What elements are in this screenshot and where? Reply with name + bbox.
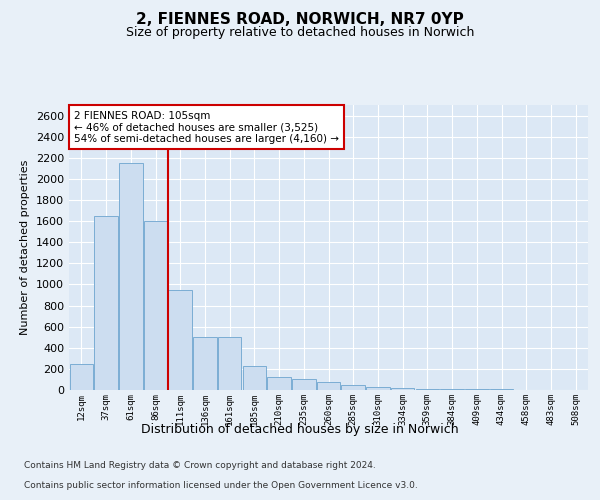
Bar	[119, 163, 143, 390]
Text: Distribution of detached houses by size in Norwich: Distribution of detached houses by size …	[141, 422, 459, 436]
Bar	[218, 337, 241, 390]
Bar	[391, 388, 415, 390]
Bar	[416, 389, 439, 390]
Text: Size of property relative to detached houses in Norwich: Size of property relative to detached ho…	[126, 26, 474, 39]
Text: Contains public sector information licensed under the Open Government Licence v3: Contains public sector information licen…	[24, 481, 418, 490]
Text: 2 FIENNES ROAD: 105sqm
← 46% of detached houses are smaller (3,525)
54% of semi-: 2 FIENNES ROAD: 105sqm ← 46% of detached…	[74, 110, 339, 144]
Bar	[366, 387, 389, 390]
Bar	[268, 377, 291, 390]
Bar	[242, 366, 266, 390]
Bar	[292, 380, 316, 390]
Bar	[70, 364, 93, 390]
Bar	[193, 337, 217, 390]
Text: 2, FIENNES ROAD, NORWICH, NR7 0YP: 2, FIENNES ROAD, NORWICH, NR7 0YP	[136, 12, 464, 28]
Bar	[144, 221, 167, 390]
Bar	[341, 384, 365, 390]
Bar	[440, 389, 464, 390]
Bar	[94, 216, 118, 390]
Y-axis label: Number of detached properties: Number of detached properties	[20, 160, 31, 335]
Bar	[169, 290, 192, 390]
Text: Contains HM Land Registry data © Crown copyright and database right 2024.: Contains HM Land Registry data © Crown c…	[24, 461, 376, 470]
Bar	[317, 382, 340, 390]
